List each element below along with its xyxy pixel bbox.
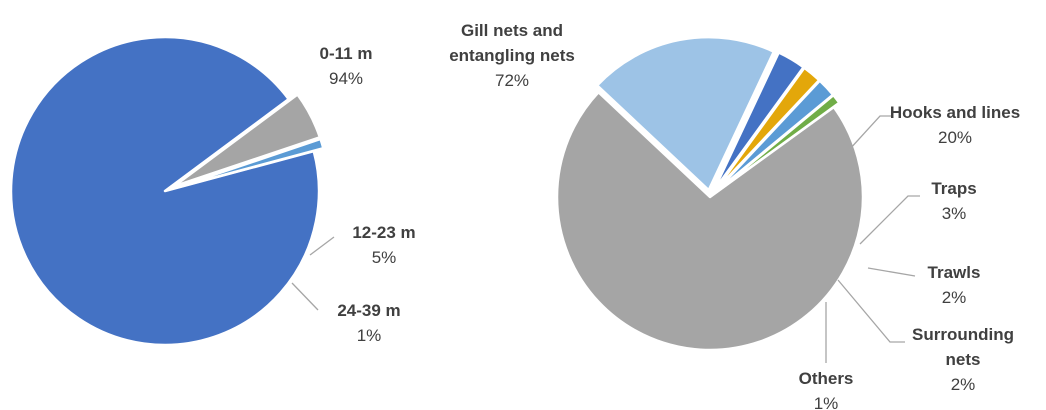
- slice-value-24-39-m: 1%: [357, 326, 382, 345]
- leader-line-surrounding-nets: [837, 279, 905, 343]
- leader-line-12-23-m: [309, 236, 335, 256]
- slice-value-12-23-m: 5%: [372, 248, 397, 267]
- slice-label-trawls: Trawls: [928, 263, 981, 282]
- leader-line-hooks-and-lines: [848, 115, 892, 151]
- pie-chart-vessel-length: 0-11 m 94% 12-23 m 5% 24-39 m 1%: [9, 35, 416, 347]
- pie-slice-hooks-and-lines: [595, 35, 776, 192]
- slice-label-surrounding-nets: Surrounding nets: [912, 325, 1014, 369]
- slice-value-trawls: 2%: [942, 288, 967, 307]
- pie-slice-others: [714, 93, 841, 194]
- leader-line-24-39-m: [291, 282, 319, 311]
- slice-value-0-11-m: 94%: [329, 69, 363, 88]
- slice-value-gill-nets-and-entangling-nets: 72%: [495, 71, 529, 90]
- slice-value-traps: 3%: [942, 204, 967, 223]
- leader-line-traps: [859, 195, 920, 245]
- slice-label-12-23-m: 12-23 m: [352, 223, 415, 242]
- slice-label-traps: Traps: [931, 179, 976, 198]
- slice-value-others: 1%: [814, 394, 839, 410]
- leader-line-trawls: [867, 267, 916, 277]
- slice-value-surrounding-nets: 2%: [951, 375, 976, 394]
- pie-chart-gear-type: Gill nets and entangling nets 72% Hooks and…: [449, 21, 1020, 410]
- slice-value-hooks-and-lines: 20%: [938, 128, 972, 147]
- slice-label-24-39-m: 24-39 m: [337, 301, 400, 320]
- pie-slice-24-39-m: [173, 137, 325, 190]
- slice-label-others: Others: [799, 369, 854, 388]
- slice-label-0-11-m: 0-11 m: [320, 44, 373, 63]
- slice-label-hooks-and-lines: Hooks and lines: [890, 103, 1020, 122]
- pie-slice-0-11-m: [9, 35, 321, 347]
- pie-slice-12-23-m: [172, 93, 322, 188]
- pie-slice-gill-nets-and-entangling-nets: [555, 91, 865, 352]
- slice-label-gill-nets-and-entangling-nets: Gill nets and entangling nets: [449, 21, 575, 65]
